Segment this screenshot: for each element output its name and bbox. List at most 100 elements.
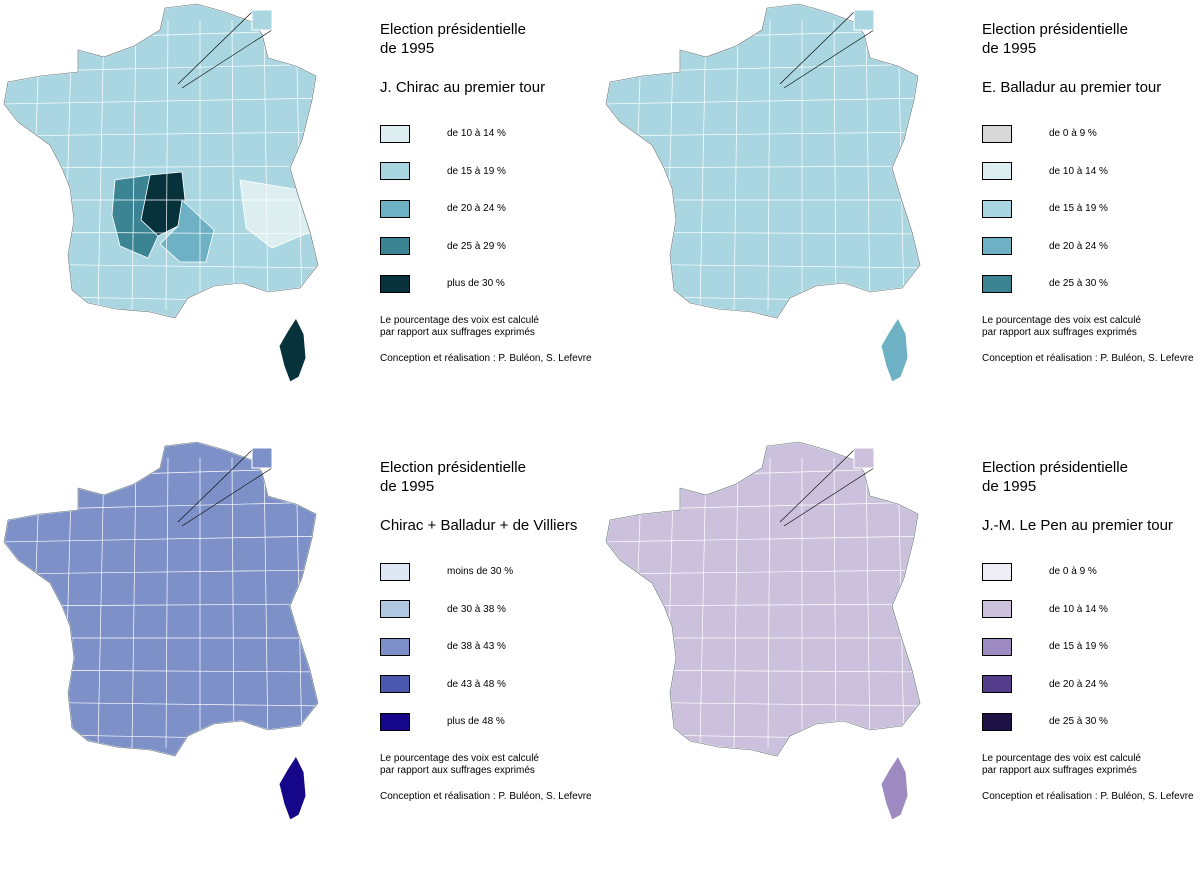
legend-swatch: [982, 562, 1012, 581]
department-border: [606, 535, 920, 543]
legend-label: de 0 à 9 %: [1049, 128, 1097, 140]
legend-label: de 0 à 9 %: [1049, 566, 1097, 578]
legend-label: de 15 à 19 %: [447, 165, 506, 177]
department-border: [733, 457, 739, 749]
legend-class: de 15 à 19 %: [982, 190, 1204, 228]
legend-class: de 38 à 43 %: [380, 628, 602, 666]
department-border: [29, 19, 41, 311]
map-title-line2: de 1995: [982, 40, 1037, 57]
legend-class: de 0 à 9 %: [982, 115, 1204, 153]
note-line2: par rapport aux suffrages exprimés: [982, 764, 1137, 776]
map-panel-chirac-balladur-devilliers: Election présidentielle de 1995 Chirac +…: [0, 438, 602, 875]
department-border: [165, 19, 169, 311]
legend-label: moins de 30 %: [447, 566, 514, 578]
legend-note: Le pourcentage des voix est calculé par …: [380, 315, 602, 339]
department-border: [4, 569, 318, 575]
legend-swatch: [982, 274, 1012, 293]
legend-label: de 38 à 43 %: [447, 641, 506, 653]
map-subtitle: J.-M. Le Pen au premier tour: [982, 517, 1173, 534]
legend-class: de 10 à 14 %: [982, 591, 1204, 629]
note-line1: Le pourcentage des voix est calculé: [982, 752, 1141, 764]
department-border: [4, 97, 318, 105]
map-subtitle: E. Balladur au premier tour: [982, 79, 1162, 96]
department-border: [4, 131, 318, 137]
department-border: [865, 19, 871, 311]
department-border: [97, 457, 105, 749]
legend-class: de 25 à 30 %: [982, 265, 1204, 303]
choropleth-map: [602, 438, 962, 875]
legend-swatch: [380, 637, 410, 656]
legend-label: plus de 48 %: [447, 716, 505, 728]
france-outline: [605, 3, 921, 319]
department-border: [733, 19, 739, 311]
map-title-line1: Election présidentielle: [380, 21, 526, 38]
france-outline: [605, 441, 921, 757]
department-border: [833, 19, 837, 311]
inset-line: [783, 29, 875, 89]
legend-class: de 0 à 9 %: [982, 553, 1204, 591]
legend-swatch: [982, 675, 1012, 694]
inset-line: [783, 467, 875, 527]
note-line1: Le pourcentage des voix est calculé: [982, 314, 1141, 326]
map-credit: Conception et réalisation : P. Buléon, S…: [982, 790, 1194, 802]
france-outline: [3, 3, 319, 319]
department-border: [263, 457, 269, 749]
legend-swatch: [380, 124, 410, 143]
legend-label: de 25 à 29 %: [447, 240, 506, 252]
legend-swatch: [380, 600, 410, 619]
department-border: [631, 457, 643, 749]
legend-swatch: [380, 712, 410, 731]
france-map-svg: [605, 441, 921, 821]
france-map-svg: [3, 3, 319, 383]
legend-label: de 43 à 48 %: [447, 678, 506, 690]
department-border: [699, 19, 707, 311]
inset-line: [177, 11, 253, 85]
legend-class: de 10 à 14 %: [380, 115, 602, 153]
department-border: [606, 97, 920, 105]
department-border: [606, 131, 920, 137]
legend-class: de 25 à 29 %: [380, 228, 602, 266]
department-border: [699, 457, 707, 749]
legend-label: plus de 30 %: [447, 278, 505, 290]
legend-swatch: [982, 637, 1012, 656]
legend-swatch: [982, 237, 1012, 256]
legend-label: de 10 à 14 %: [1049, 603, 1108, 615]
department-border: [767, 457, 771, 749]
legend-label: de 25 à 30 %: [1049, 278, 1108, 290]
legend-label: de 15 à 19 %: [1049, 203, 1108, 215]
legend-class: de 20 à 24 %: [982, 228, 1204, 266]
legend-label: de 20 à 24 %: [447, 203, 506, 215]
department-border: [4, 535, 318, 543]
map-legend: Election présidentielle de 1995 J.-M. Le…: [982, 458, 1204, 802]
legend-class: de 15 à 19 %: [982, 628, 1204, 666]
legend-swatch: [982, 712, 1012, 731]
department-border: [97, 19, 105, 311]
map-credit: Conception et réalisation : P. Buléon, S…: [380, 352, 592, 364]
legend-class: plus de 48 %: [380, 703, 602, 741]
department-border: [131, 19, 137, 311]
corsica: [880, 316, 909, 383]
region-shading: [111, 174, 159, 259]
france-coast: [3, 3, 319, 319]
department-border: [263, 19, 269, 311]
department-border: [29, 457, 41, 749]
legend-class: plus de 30 %: [380, 265, 602, 303]
legend-classes: de 10 à 14 % de 15 à 19 % de 20 à 24 % d…: [380, 115, 602, 303]
legend-label: de 10 à 14 %: [447, 128, 506, 140]
note-line2: par rapport aux suffrages exprimés: [982, 326, 1137, 338]
department-border: [165, 457, 169, 749]
legend-class: de 20 à 24 %: [380, 190, 602, 228]
map-panel-balladur: Election présidentielle de 1995 E. Balla…: [602, 0, 1204, 437]
map-subtitle: Chirac + Balladur + de Villiers: [380, 517, 578, 534]
choropleth-map: [602, 0, 962, 437]
map-panel-chirac: Election présidentielle de 1995 J. Chira…: [0, 0, 602, 437]
inset-line: [181, 29, 273, 89]
legend-class: de 43 à 48 %: [380, 666, 602, 704]
inset-line: [177, 449, 253, 523]
legend-class: de 10 à 14 %: [982, 153, 1204, 191]
note-line1: Le pourcentage des voix est calculé: [380, 314, 539, 326]
department-border: [231, 457, 235, 749]
map-title-line2: de 1995: [380, 478, 435, 495]
note-line2: par rapport aux suffrages exprimés: [380, 326, 535, 338]
note-line2: par rapport aux suffrages exprimés: [380, 764, 535, 776]
